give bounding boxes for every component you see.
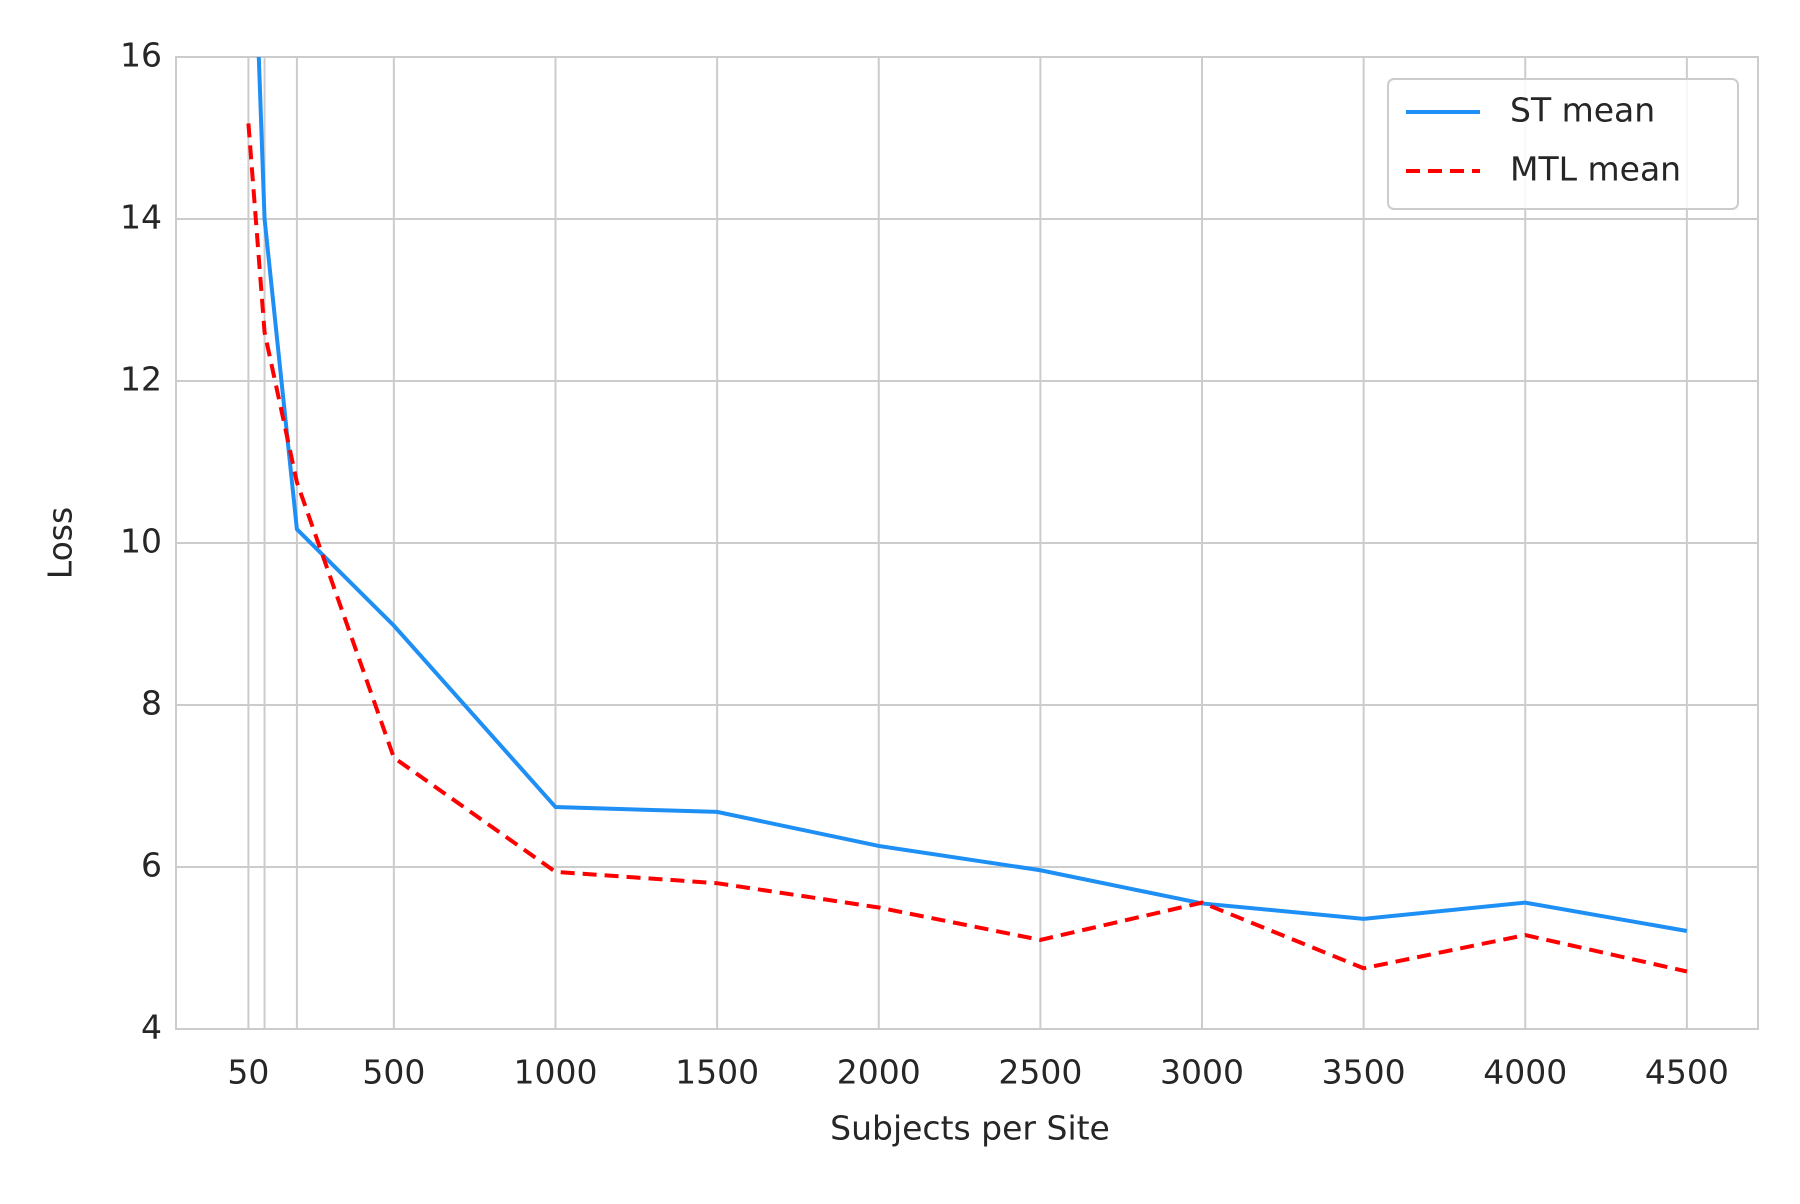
x-tick-label: 3500 xyxy=(1322,1053,1406,1092)
x-tick-label: 50 xyxy=(227,1053,269,1092)
data-line xyxy=(246,123,1688,974)
x-tick-label: 500 xyxy=(362,1053,425,1092)
y-tick-label: 10 xyxy=(120,522,162,561)
y-axis-label: Loss xyxy=(41,507,80,579)
data-line xyxy=(256,57,1688,933)
x-tick-label: 1500 xyxy=(675,1053,759,1092)
x-tick-label: 4500 xyxy=(1645,1053,1729,1092)
y-tick-label: 14 xyxy=(120,198,162,237)
plot-frame xyxy=(175,56,1759,1030)
x-tick-label: 2500 xyxy=(998,1053,1082,1092)
legend-label: ST mean xyxy=(1510,91,1655,130)
x-tick-label: 2000 xyxy=(837,1053,921,1092)
y-tick-label: 12 xyxy=(120,360,162,399)
x-axis-label: Subjects per Site xyxy=(830,1109,1110,1148)
x-tick-label: 4000 xyxy=(1483,1053,1567,1092)
y-tick-label: 8 xyxy=(141,684,162,723)
x-tick-label: 1000 xyxy=(514,1053,598,1092)
legend-label: MTL mean xyxy=(1510,150,1681,189)
y-tick-label: 6 xyxy=(141,846,162,885)
y-tick-label: 16 xyxy=(120,36,162,75)
y-tick-label: 4 xyxy=(141,1008,162,1047)
x-tick-label: 3000 xyxy=(1160,1053,1244,1092)
